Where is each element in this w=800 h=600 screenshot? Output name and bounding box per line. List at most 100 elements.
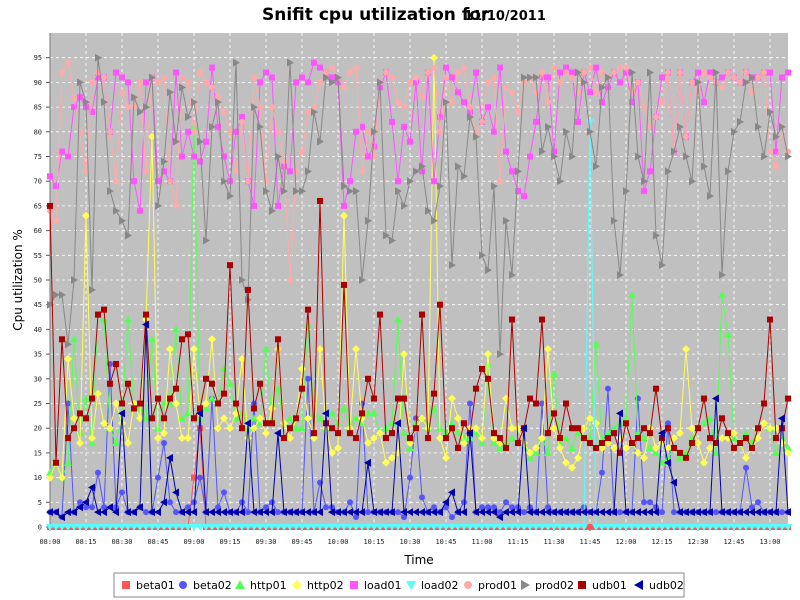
data-point-load01 (695, 69, 701, 76)
data-point-prod01 (773, 163, 779, 170)
y-tick-label: 0 (38, 524, 42, 532)
y-tick-label: 55 (34, 252, 42, 260)
data-point-udb01 (779, 425, 785, 432)
data-point-prod02 (299, 187, 306, 196)
data-point-prod02 (437, 182, 444, 191)
data-point-udb02 (610, 508, 617, 517)
data-point-load02 (400, 524, 408, 531)
data-point-prod02 (263, 187, 270, 196)
data-point-udb02 (136, 503, 143, 512)
data-point-beta02 (215, 504, 221, 511)
data-point-prod02 (653, 231, 660, 240)
data-point-udb02 (196, 409, 203, 418)
data-point-prod01 (689, 79, 695, 86)
data-point-load02 (490, 524, 498, 531)
data-point-load02 (94, 524, 102, 531)
data-point-prod02 (545, 122, 552, 131)
data-point-prod01 (353, 64, 359, 71)
x-tick-label: 10:45 (435, 538, 456, 546)
data-point-udb01 (335, 430, 341, 437)
y-tick-label: 25 (34, 400, 42, 408)
data-point-udb01 (167, 395, 173, 402)
data-point-udb01 (329, 425, 335, 432)
data-point-prod02 (449, 261, 456, 270)
data-point-load02 (742, 524, 750, 531)
data-point-prod01 (197, 69, 203, 76)
data-point-prod01 (695, 89, 701, 96)
data-point-prod01 (323, 69, 329, 76)
data-point-udb02 (370, 508, 377, 517)
data-point-udb02 (364, 458, 371, 467)
data-point-load02 (562, 524, 570, 531)
data-point-http02 (430, 53, 438, 62)
data-point-udb02 (178, 508, 185, 517)
data-point-udb01 (371, 395, 377, 402)
x-tick-label: 11:45 (579, 538, 600, 546)
data-point-prod01 (107, 128, 113, 135)
data-point-udb02 (688, 508, 695, 517)
data-point-prod01 (479, 118, 485, 125)
data-point-load01 (221, 153, 227, 160)
y-tick-label: 20 (34, 425, 42, 433)
data-point-http02 (436, 434, 444, 443)
data-point-udb01 (497, 435, 503, 442)
data-point-udb02 (304, 508, 311, 517)
data-point-udb01 (269, 420, 275, 427)
x-tick-label: 08:15 (75, 538, 96, 546)
data-point-http02 (334, 443, 342, 452)
data-point-prod02 (113, 206, 120, 215)
data-point-prod02 (419, 162, 426, 171)
data-point-prod01 (737, 79, 743, 86)
data-point-http02 (64, 355, 72, 364)
data-point-udb02 (580, 508, 587, 517)
data-point-udb01 (665, 425, 671, 432)
data-point-http02 (262, 429, 270, 438)
data-point-load01 (179, 153, 185, 160)
data-point-load02 (670, 524, 678, 531)
data-point-load02 (268, 524, 276, 531)
data-point-udb01 (155, 395, 161, 402)
data-point-beta02 (305, 375, 311, 382)
data-point-prod01 (575, 89, 581, 96)
data-point-http01 (562, 434, 570, 442)
data-point-prod02 (341, 182, 348, 191)
data-point-udb02 (604, 508, 611, 517)
legend-label-http01: http01 (250, 579, 287, 592)
data-point-http02 (718, 434, 726, 443)
data-point-load01 (89, 109, 95, 116)
data-point-udb02 (772, 508, 779, 517)
data-point-prod02 (395, 187, 402, 196)
data-point-http02 (640, 453, 648, 462)
data-point-prod02 (755, 122, 762, 131)
data-point-udb01 (323, 420, 329, 427)
data-point-load02 (484, 524, 492, 531)
data-point-beta02 (155, 474, 161, 481)
data-point-udb01 (59, 336, 65, 343)
data-point-load02 (520, 524, 528, 531)
data-point-load02 (274, 524, 282, 531)
data-point-load02 (568, 524, 576, 531)
y-tick-label: 65 (34, 202, 42, 210)
data-point-http01 (676, 453, 684, 461)
data-point-http02 (622, 443, 630, 452)
data-point-prod01 (719, 84, 725, 91)
data-point-load01 (65, 153, 71, 160)
data-point-http01 (202, 404, 210, 412)
data-point-load01 (503, 148, 509, 155)
data-point-udb02 (46, 508, 53, 517)
data-point-http01 (706, 414, 714, 422)
data-point-load02 (64, 524, 72, 531)
data-point-load01 (125, 79, 131, 86)
data-point-http02 (82, 211, 90, 220)
data-point-http01 (316, 414, 324, 422)
data-point-udb01 (695, 425, 701, 432)
data-point-http01 (142, 414, 150, 422)
data-point-udb01 (761, 400, 767, 407)
data-point-udb01 (629, 440, 635, 447)
data-point-beta02 (755, 499, 761, 506)
data-point-udb01 (737, 440, 743, 447)
data-point-load01 (779, 74, 785, 81)
data-point-udb02 (682, 508, 689, 517)
data-point-udb02 (94, 508, 101, 517)
data-point-prod01 (761, 69, 767, 76)
